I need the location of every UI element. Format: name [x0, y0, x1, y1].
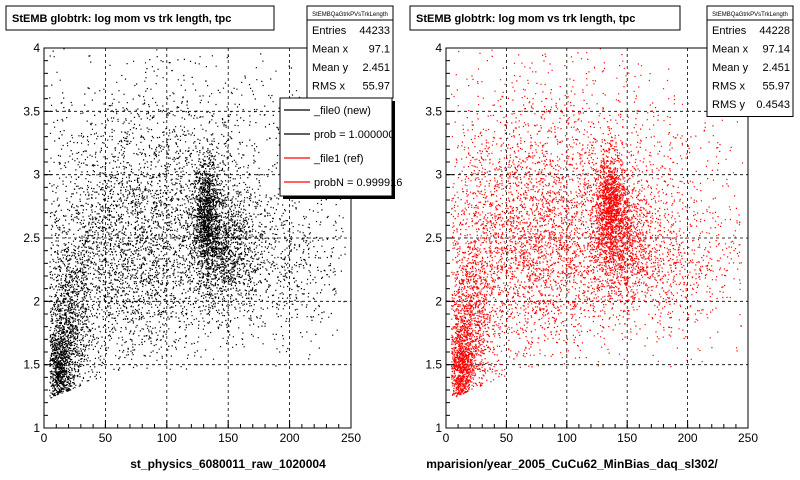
y-tick-label: 3 [435, 168, 442, 182]
stats-box-bg [306, 5, 394, 99]
scatter-points-left [49, 48, 346, 399]
stats-value: 2.451 [762, 62, 790, 74]
stats-label: Mean x [712, 44, 749, 56]
x-tick-label: 50 [99, 431, 113, 445]
legend-label: _file0 (new) [313, 105, 371, 117]
axes-left: 0 50 100 150 200 250 1 1.5 2 2.5 3 3.5 4 [23, 41, 361, 445]
chart-title-left: StEMB globtrk: log mom vs trk length, tp… [12, 13, 231, 25]
stats-label: Entries [712, 25, 747, 37]
stats-value: 97.1 [369, 44, 390, 56]
scatter-points-right [450, 48, 744, 397]
chart-title-right: StEMB globtrk: log mom vs trk length, tp… [416, 13, 635, 25]
x-tick-label: 0 [443, 431, 450, 445]
stats-label: Entries [312, 25, 347, 37]
legend-label: _file1 (ref) [313, 153, 364, 165]
y-tick-label: 1 [435, 421, 442, 435]
y-tick-label: 3.5 [23, 104, 40, 118]
x-tick-label: 50 [500, 431, 514, 445]
y-tick-label: 3 [33, 168, 40, 182]
x-axis-label-right: mparision/year_2005_CuCu62_MinBias_daq_s… [426, 457, 718, 471]
legend-label: probN = 0.999916 [314, 177, 402, 189]
x-tick-label: 200 [280, 431, 300, 445]
title-box-left: StEMB globtrk: log mom vs trk length, tp… [5, 5, 275, 31]
stats-label: Mean y [312, 62, 349, 74]
stats-label: RMS x [312, 81, 346, 93]
title-box-right: StEMB globtrk: log mom vs trk length, tp… [409, 5, 681, 31]
y-tick-label: 4 [435, 41, 442, 55]
stats-label: Mean x [312, 44, 349, 56]
legend-bg [279, 97, 393, 197]
legend-box: _file0 (new) prob = 1.000000 _file1 (ref) p… [279, 97, 402, 199]
right-panel: 0 50 100 150 200 250 1 1.5 2 2.5 3 3.5 4 StEMB globt… [409, 5, 794, 471]
x-tick-label: 250 [738, 431, 758, 445]
stats-name: StEMBQaGtrkPVsTrkLength [712, 12, 788, 18]
stats-value: 0.4543 [756, 99, 790, 111]
stats-value: 44228 [759, 25, 790, 37]
x-axis-label-left: st_physics_6080011_raw_1020004 [130, 457, 326, 471]
stats-value: 44233 [359, 25, 390, 37]
stats-label: Mean y [712, 62, 749, 74]
stats-value: 97.14 [762, 44, 790, 56]
y-tick-label: 1 [33, 421, 40, 435]
scatter-marks [49, 48, 346, 399]
x-tick-label: 100 [557, 431, 577, 445]
legend-label: prob = 1.000000 [314, 129, 394, 141]
stats-value: 55.97 [762, 81, 790, 93]
y-tick-label: 2 [33, 294, 40, 308]
stats-box-bg [706, 5, 794, 117]
stats-value: 55.97 [362, 81, 390, 93]
axes-right: 0 50 100 150 200 250 1 1.5 2 2.5 3 3.5 4 [425, 41, 758, 445]
y-tick-label: 4 [33, 41, 40, 55]
y-tick-label: 2 [435, 294, 442, 308]
x-tick-label: 150 [617, 431, 637, 445]
left-panel: 0 50 100 150 200 250 1 1.5 2 2.5 3 3.5 4 StEMB globt… [5, 5, 402, 471]
x-tick-label: 150 [218, 431, 238, 445]
x-tick-label: 200 [678, 431, 698, 445]
y-tick-label: 2.5 [425, 231, 442, 245]
x-tick-label: 0 [41, 431, 48, 445]
scatter-marks [450, 48, 744, 397]
stats-name: StEMBQaGtrkPVsTrkLength [312, 12, 388, 18]
y-tick-label: 2.5 [23, 231, 40, 245]
y-tick-label: 1.5 [23, 358, 40, 372]
stats-box-right: StEMBQaGtrkPVsTrkLength Entries 44228 Mean … [706, 5, 794, 117]
stats-label: RMS x [712, 81, 746, 93]
plot-frame-right [445, 47, 749, 429]
x-tick-label: 250 [341, 431, 361, 445]
y-tick-label: 1.5 [425, 358, 442, 372]
stats-box-left: StEMBQaGtrkPVsTrkLength Entries 44233 Mean … [306, 5, 394, 99]
stats-value: 2.451 [362, 62, 390, 74]
x-tick-label: 100 [157, 431, 177, 445]
y-tick-label: 3.5 [425, 104, 442, 118]
stats-label: RMS y [712, 99, 746, 111]
